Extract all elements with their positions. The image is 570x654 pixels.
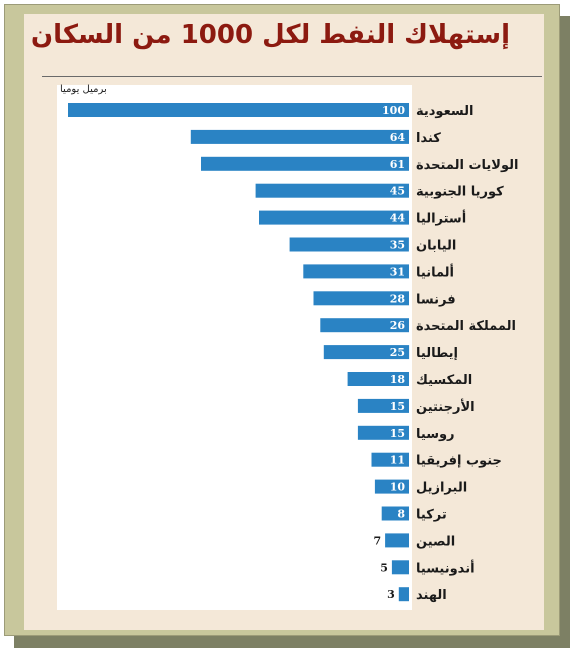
bar — [68, 103, 409, 117]
data-label: 15 — [390, 427, 405, 440]
data-label: 45 — [390, 185, 405, 198]
data-label: 35 — [390, 239, 405, 252]
category-label: الهند — [416, 588, 447, 603]
category-label: إيطاليا — [416, 346, 458, 361]
category-label: فرنسا — [416, 292, 456, 307]
data-label: 8 — [397, 508, 405, 521]
data-label: 10 — [390, 481, 406, 494]
category-label: تركيا — [416, 508, 447, 523]
category-label: اليابان — [416, 239, 456, 254]
data-label: 11 — [390, 454, 405, 467]
bar — [289, 237, 409, 252]
bar — [259, 210, 409, 225]
bar — [357, 398, 409, 413]
chart-title: إستهلاك النفط لكل 1000 من السكان — [30, 20, 510, 50]
data-label: 44 — [390, 212, 406, 225]
data-label: 61 — [390, 158, 405, 171]
bar — [391, 560, 409, 575]
category-label: ألمانيا — [416, 263, 454, 280]
bar — [320, 318, 409, 333]
bar — [385, 533, 409, 548]
category-label: السعودية — [416, 104, 474, 119]
bar — [374, 479, 409, 494]
category-label: أندونيسيا — [416, 559, 475, 576]
bar — [347, 372, 409, 386]
category-label: الأرجنتين — [416, 398, 475, 415]
category-label: كندا — [416, 131, 441, 146]
data-label: 7 — [373, 534, 381, 547]
category-label: الصين — [416, 534, 455, 549]
bar — [255, 183, 409, 198]
bar — [190, 129, 409, 144]
bar — [357, 425, 409, 440]
bar — [313, 291, 409, 306]
category-label: روسيا — [416, 427, 455, 442]
data-label: 100 — [382, 104, 405, 117]
data-label: 28 — [390, 292, 406, 305]
category-label: أستراليا — [416, 210, 466, 227]
data-label: 64 — [390, 131, 406, 144]
data-label: 31 — [390, 265, 405, 278]
bar — [323, 345, 410, 360]
bar — [303, 264, 409, 279]
category-label: كوريا الجنوبية — [416, 185, 504, 200]
data-label: 26 — [390, 319, 406, 332]
data-label: 15 — [390, 400, 405, 413]
data-label: 5 — [380, 561, 388, 574]
category-label: البرازيل — [416, 481, 467, 496]
unit-label: برميل يوميا — [60, 84, 107, 95]
title-divider — [42, 76, 542, 77]
bar — [371, 452, 409, 467]
category-label: المكسيك — [416, 373, 472, 388]
data-label: 25 — [390, 346, 405, 359]
data-label: 3 — [387, 588, 395, 601]
data-label: 18 — [390, 373, 406, 386]
category-label: الولايات المتحدة — [416, 158, 518, 173]
category-label: المملكة المتحدة — [416, 319, 516, 334]
category-label: جنوب إفريقيا — [416, 454, 502, 469]
bar — [381, 506, 409, 521]
bar — [201, 156, 409, 171]
bar — [398, 587, 409, 602]
